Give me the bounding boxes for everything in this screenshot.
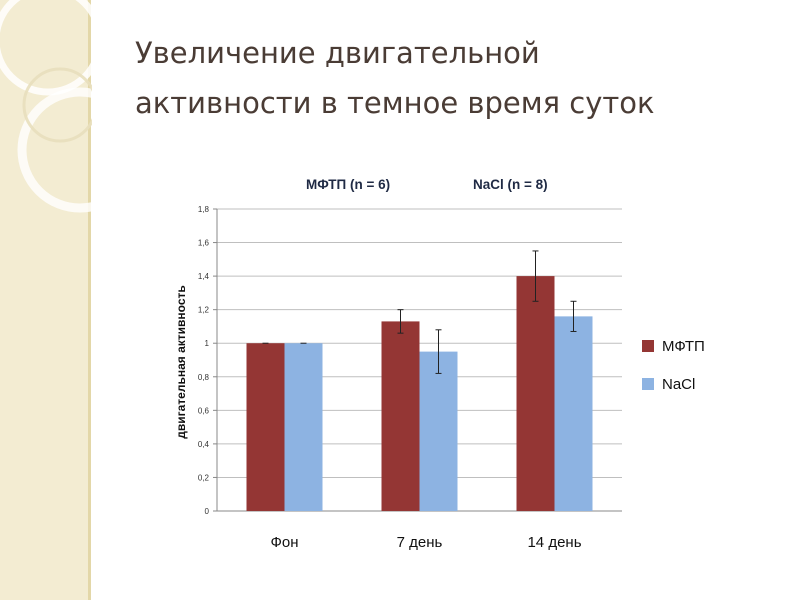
decorative-side-strip <box>0 0 92 600</box>
y-tick-label: 0 <box>205 507 210 516</box>
y-tick-label: 1,2 <box>198 306 210 315</box>
y-tick-label: 1,8 <box>198 205 210 214</box>
bar-mftp-0 <box>246 343 285 511</box>
group-label-nacl: NaCl (n = 8) <box>473 177 548 192</box>
decorative-rings <box>0 0 92 213</box>
category-label: Фон <box>270 534 298 551</box>
category-label: 14 день <box>527 534 581 551</box>
group-label-mftp: МФТП (n = 6) <box>306 177 390 192</box>
category-label: 7 день <box>397 534 443 551</box>
bar-mftp-2 <box>516 276 555 511</box>
bar-nacl-0 <box>284 343 323 511</box>
y-tick-label: 0,6 <box>198 406 210 415</box>
legend-label-nacl: NaCl <box>662 376 695 393</box>
legend: МФТП NaCl <box>642 338 705 393</box>
legend-swatch-mftp <box>642 340 654 352</box>
category-labels: Фон 7 день 14 день <box>270 534 581 551</box>
error-bars <box>262 250 577 374</box>
bar-nacl-2 <box>554 316 593 511</box>
y-tick-labels: 0 0,2 0,4 0,6 0,8 1 1,2 1,4 1,6 1,8 <box>198 205 210 516</box>
slide-title-line-2: активности в темное время суток <box>135 86 655 120</box>
slide-title-line-1: Увеличение двигательной <box>135 36 540 70</box>
slide-title: Увеличение двигательной активности в тем… <box>135 28 775 128</box>
y-tick-label: 1 <box>205 339 210 348</box>
legend-label-mftp: МФТП <box>662 338 705 355</box>
y-axis-label: двигательная активность <box>174 285 188 439</box>
bar-nacl-1 <box>419 351 458 511</box>
y-tick-label: 0,8 <box>198 373 210 382</box>
y-tick-label: 1,4 <box>198 272 210 281</box>
y-tick-label: 0,2 <box>198 473 210 482</box>
y-tick-label: 0,4 <box>198 440 210 449</box>
bar-mftp-1 <box>381 321 420 511</box>
bars <box>246 276 593 511</box>
legend-swatch-nacl <box>642 378 654 390</box>
y-tick-label: 1,6 <box>198 239 210 248</box>
